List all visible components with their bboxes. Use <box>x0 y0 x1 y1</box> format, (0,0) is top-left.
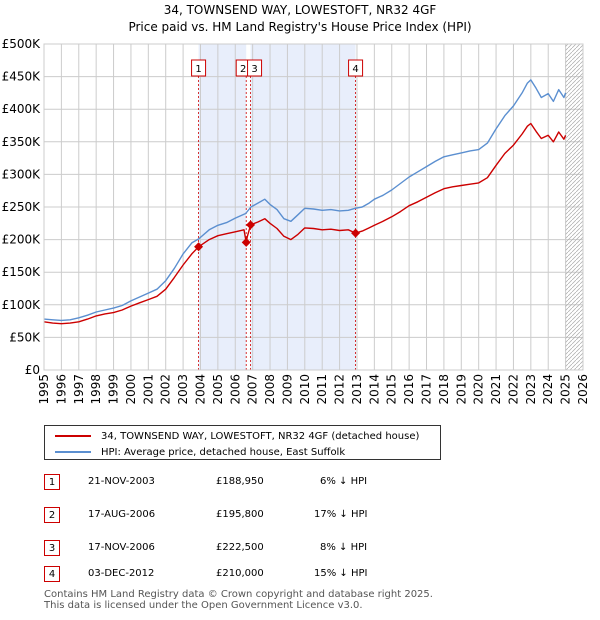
x-tick-label: 1997 <box>72 374 86 405</box>
chart-legend: 34, TOWNSEND WAY, LOWESTOFT, NR32 4GF (d… <box>44 425 441 460</box>
transaction-date: 21-NOV-2003 <box>88 476 155 487</box>
x-tick-label: 2018 <box>437 374 451 405</box>
x-tick-label: 2022 <box>506 374 520 405</box>
transaction-row: 4 03-DEC-2012 £210,000 15% ↓ HPI <box>44 566 434 584</box>
sale-point <box>351 228 361 238</box>
sale-marker-box <box>191 59 207 77</box>
chart-title-line1: 34, TOWNSEND WAY, LOWESTOFT, NR32 4GF <box>164 3 437 17</box>
y-tick-label: £200K <box>2 233 42 247</box>
transaction-date: 03-DEC-2012 <box>88 568 155 579</box>
x-tick-label: 2013 <box>350 374 364 405</box>
y-tick-label: £250K <box>2 200 42 214</box>
sale-marker-box <box>348 59 364 77</box>
transaction-row: 1 21-NOV-2003 £188,950 6% ↓ HPI <box>44 474 434 492</box>
legend-swatch-property <box>55 435 91 437</box>
x-tick-label: 2010 <box>298 374 312 405</box>
legend-label-property: 34, TOWNSEND WAY, LOWESTOFT, NR32 4GF (d… <box>101 430 420 442</box>
x-tick-label: 2026 <box>576 374 590 405</box>
sale-marker-box <box>247 59 263 77</box>
sale-marker-label: 2 <box>240 64 246 75</box>
transaction-price: £222,500 <box>216 542 264 553</box>
y-tick-label: £50K <box>9 330 41 344</box>
x-tick-label: 2007 <box>246 374 260 405</box>
transaction-number: 1 <box>44 474 60 490</box>
transaction-price: £188,950 <box>216 476 264 487</box>
x-tick-label: 2019 <box>454 374 468 405</box>
chart-title-line2: Price paid vs. HM Land Registry's House … <box>128 20 471 34</box>
x-tick-label: 2009 <box>280 374 294 405</box>
transaction-number: 3 <box>44 540 60 556</box>
x-tick-label: 2011 <box>315 374 329 405</box>
transaction-date: 17-AUG-2006 <box>88 509 156 520</box>
x-tick-label: 2006 <box>228 374 242 405</box>
x-tick-label: 1998 <box>89 374 103 405</box>
y-tick-label: £300K <box>2 167 42 181</box>
property-price-line <box>43 122 567 325</box>
footer-note: Contains HM Land Registry data © Crown c… <box>44 589 433 611</box>
x-tick-label: 2000 <box>124 374 138 405</box>
hpi-line <box>43 79 567 322</box>
x-tick-label: 2025 <box>559 374 573 405</box>
transaction-hpi: 6% ↓ HPI <box>320 476 368 487</box>
x-tick-label: 2024 <box>541 374 555 405</box>
x-tick-label: 1999 <box>107 374 121 405</box>
x-tick-label: 2003 <box>176 374 190 405</box>
transaction-hpi: 15% ↓ HPI <box>314 568 368 579</box>
sale-point <box>194 242 204 252</box>
x-tick-label: 2021 <box>489 374 503 405</box>
legend-swatch-hpi <box>55 451 91 453</box>
x-tick-label: 2005 <box>211 374 225 405</box>
sale-marker-label: 1 <box>195 64 201 75</box>
x-tick-label: 2014 <box>367 374 381 405</box>
x-tick-label: 2008 <box>263 374 277 405</box>
legend-item-property: 34, TOWNSEND WAY, LOWESTOFT, NR32 4GF (d… <box>55 428 419 444</box>
sale-point <box>246 220 256 230</box>
transaction-row: 3 17-NOV-2006 £222,500 8% ↓ HPI <box>44 540 434 558</box>
x-tick-label: 2002 <box>159 374 173 405</box>
transaction-hpi: 8% ↓ HPI <box>320 542 368 553</box>
forecast-hatch <box>565 44 583 370</box>
x-tick-label: 2020 <box>472 374 486 405</box>
y-tick-label: £400K <box>2 102 42 116</box>
x-tick-label: 2016 <box>402 374 416 405</box>
transaction-hpi: 17% ↓ HPI <box>314 509 368 520</box>
x-tick-label: 2023 <box>524 374 538 405</box>
x-tick-label: 2017 <box>420 374 434 405</box>
x-tick-label: 2001 <box>141 374 155 405</box>
legend-item-hpi: HPI: Average price, detached house, East… <box>55 444 345 460</box>
x-tick-label: 1995 <box>37 374 51 405</box>
transaction-number: 4 <box>44 566 60 582</box>
transaction-date: 17-NOV-2006 <box>88 542 155 553</box>
y-tick-label: £150K <box>2 265 42 279</box>
y-tick-label: £500K <box>2 37 42 51</box>
y-tick-label: £0 <box>25 363 40 377</box>
transaction-price: £210,000 <box>216 568 264 579</box>
transaction-row: 2 17-AUG-2006 £195,800 17% ↓ HPI <box>44 507 434 525</box>
footer-line-2: This data is licensed under the Open Gov… <box>44 600 363 611</box>
price-chart: 34, TOWNSEND WAY, LOWESTOFT, NR32 4GF Pr… <box>2 3 590 405</box>
y-tick-label: £350K <box>2 135 42 149</box>
footer-line-1: Contains HM Land Registry data © Crown c… <box>44 589 433 600</box>
x-tick-label: 2004 <box>193 374 207 405</box>
legend-label-hpi: HPI: Average price, detached house, East… <box>101 446 346 458</box>
y-tick-label: £450K <box>2 70 42 84</box>
x-tick-label: 1996 <box>54 374 68 405</box>
transaction-price: £195,800 <box>216 509 264 520</box>
x-tick-label: 2012 <box>333 374 347 405</box>
sale-marker-label: 3 <box>251 64 257 75</box>
sale-marker-label: 4 <box>352 64 358 75</box>
sale-point <box>241 237 251 247</box>
y-tick-label: £100K <box>2 298 42 312</box>
transaction-number: 2 <box>44 507 60 523</box>
x-tick-label: 2015 <box>385 374 399 405</box>
